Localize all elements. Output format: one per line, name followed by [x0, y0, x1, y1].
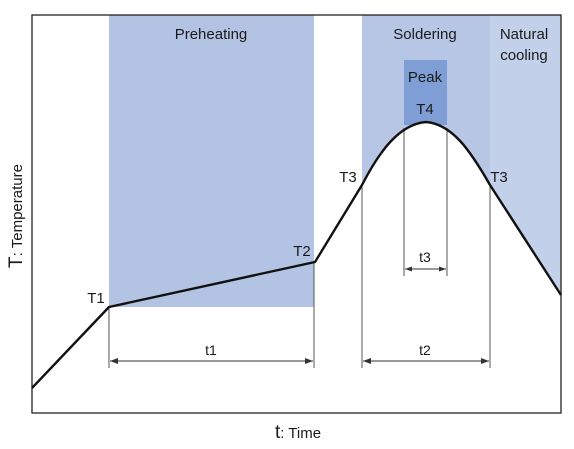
peak-zone [404, 60, 447, 125]
preheating-zone [109, 15, 314, 307]
t2-duration-label: t2 [419, 342, 431, 358]
y-axis-symbol: T [6, 256, 27, 268]
t1-duration-label: t1 [205, 342, 217, 358]
t2-arrow-right [481, 358, 489, 364]
t3-arrow-right [439, 266, 446, 272]
preheating-label: Preheating [175, 26, 248, 43]
t2-arrow-left [363, 358, 371, 364]
t3-duration-label: t3 [419, 249, 431, 265]
peak-label: Peak [408, 69, 443, 86]
natural-cooling-label-line2: cooling [500, 47, 548, 64]
t3-arrow-left [405, 266, 412, 272]
t4-point-label: T4 [416, 101, 434, 118]
t1-arrow-right [305, 358, 313, 364]
y-axis-title: T: Temperature [6, 164, 27, 268]
t2-point-label: T2 [293, 243, 311, 260]
soldering-label: Soldering [393, 26, 456, 43]
t3-left-point-label: T3 [339, 169, 357, 186]
x-axis-text: : Time [280, 425, 321, 442]
y-axis-text: : Temperature [9, 164, 26, 256]
t1-point-label: T1 [87, 290, 105, 307]
x-axis-title: t: Time [275, 422, 321, 443]
t3-right-point-label: T3 [490, 169, 508, 186]
plot-frame [31, 14, 562, 414]
temperature-profile-curve [31, 120, 563, 389]
curve-mask [315, 122, 560, 420]
x-axis-symbol: t [275, 422, 281, 443]
natural-cooling-label-line1: Natural [500, 26, 548, 43]
t1-arrow-left [110, 358, 118, 364]
